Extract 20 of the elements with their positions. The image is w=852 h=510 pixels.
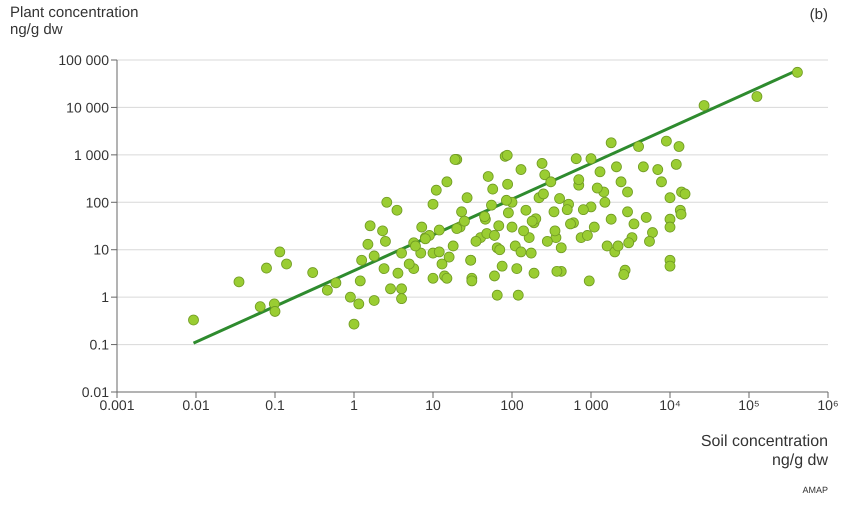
y-tick-label: 10 000 <box>66 99 110 116</box>
x-tick-label: 1 <box>350 396 358 413</box>
x-tick-label: 0.1 <box>265 396 285 413</box>
x-tick-label: 1 000 <box>573 396 609 413</box>
y-tick-label: 1 000 <box>74 146 110 163</box>
y-tick-label: 100 000 <box>58 52 110 68</box>
y-tick-label: 0.1 <box>90 336 110 353</box>
y-axis-title: Plant concentration ng/g dw <box>10 4 138 38</box>
text: (b) <box>810 6 828 23</box>
x-tick-label: 10⁵ <box>738 396 760 413</box>
text: AMAP <box>802 485 828 495</box>
x-tick-label: 0.01 <box>182 396 210 413</box>
y-tick-label: 1 <box>101 289 110 306</box>
x-tick-label: 10⁶ <box>817 396 839 413</box>
x-axis-title: Soil concentration ng/g dw <box>700 432 828 470</box>
y-tick-label: 100 <box>86 194 110 210</box>
x-tick-label: 10⁴ <box>659 396 681 413</box>
x-tick-label: 100 <box>500 396 524 413</box>
x-tick-label: 10 <box>425 396 441 413</box>
y-tick-label: 10 <box>93 242 110 258</box>
